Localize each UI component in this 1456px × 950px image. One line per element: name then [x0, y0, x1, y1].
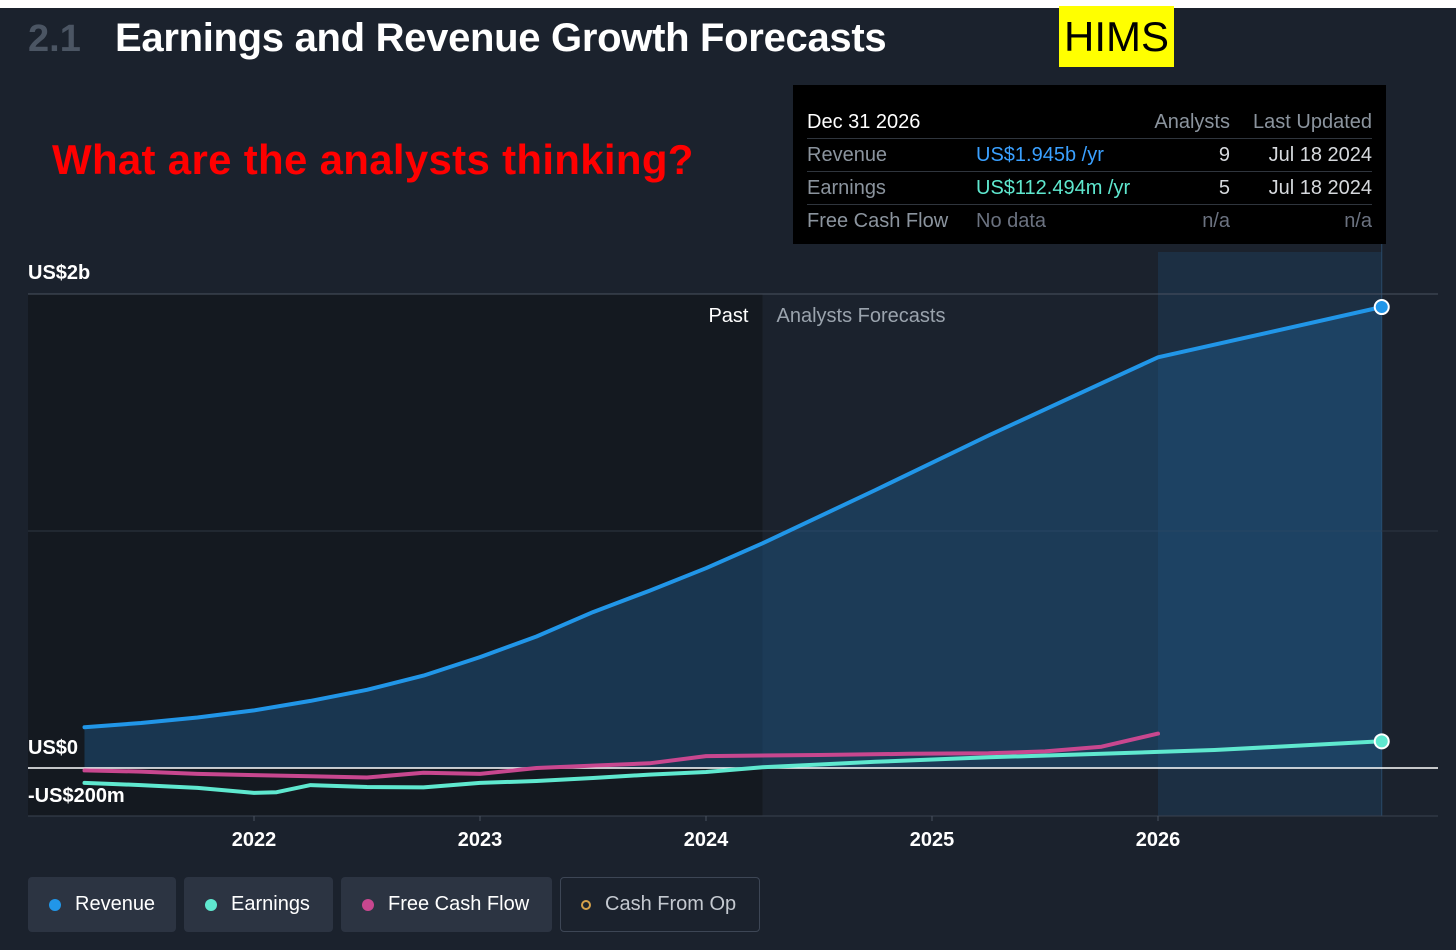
tooltip-row-updated: n/a — [1344, 210, 1372, 232]
tooltip-row-value: US$112.494m /yr — [976, 177, 1131, 199]
tooltip-row-label: Revenue — [807, 144, 888, 166]
tooltip-row-analysts: n/a — [1202, 210, 1230, 232]
tooltip-row-updated: Jul 18 2024 — [1268, 177, 1372, 199]
tooltip-row-value: US$1.945b /yr — [976, 144, 1104, 166]
free-cash-flow-dot-icon — [362, 898, 374, 911]
cash-from-op-ring-icon — [581, 899, 591, 910]
x-tick-label: 2024 — [684, 829, 729, 851]
y-tick-label: -US$200m — [28, 785, 125, 807]
x-tick-label: 2025 — [910, 829, 955, 851]
legend-free-cash-flow-toggle[interactable]: Free Cash Flow — [341, 877, 552, 932]
legend-earnings-label: Earnings — [231, 893, 310, 915]
hover-highlight-band — [1158, 252, 1382, 816]
tooltip-row-revenue: Revenue US$1.945b /yr 9 Jul 18 2024 — [807, 139, 1372, 172]
x-tick-label: 2022 — [232, 829, 277, 851]
forecast-tooltip: Dec 31 2026 Analysts Last Updated Revenu… — [793, 85, 1386, 244]
earnings-dot-icon — [205, 898, 217, 911]
section-title: Earnings and Revenue Growth Forecasts — [115, 16, 887, 60]
y-tick-label: US$2b — [28, 262, 90, 284]
legend-revenue-label: Revenue — [75, 893, 156, 915]
y-tick-label: US$0 — [28, 737, 78, 759]
x-tick-label: 2026 — [1136, 829, 1181, 851]
earnings-line — [82, 739, 1384, 795]
free-cash-flow-line — [82, 731, 1160, 780]
earnings-end-point — [1373, 733, 1390, 750]
legend-earnings-toggle[interactable]: Earnings — [184, 877, 333, 932]
tooltip-row-updated: Jul 18 2024 — [1268, 144, 1372, 166]
tooltip-row-label: Earnings — [807, 177, 886, 199]
tooltip-row-label: Free Cash Flow — [807, 210, 949, 232]
legend-revenue-toggle[interactable]: Revenue — [28, 877, 176, 932]
tooltip-row-value: No data — [976, 210, 1047, 232]
tooltip-row-free-cash-flow: Free Cash Flow No data n/a n/a — [807, 205, 1372, 237]
revenue-dot-icon — [49, 898, 61, 911]
tooltip-col-analysts: Analysts — [1154, 111, 1230, 133]
tooltip-date: Dec 31 2026 — [807, 111, 921, 133]
annotation-question: What are the analysts thinking? — [52, 136, 694, 183]
past-region — [28, 294, 763, 816]
legend-cash-from-op-toggle[interactable]: Cash From Op — [560, 877, 760, 932]
revenue-end-point — [1373, 299, 1390, 316]
tooltip-row-earnings: Earnings US$112.494m /yr 5 Jul 18 2024 — [807, 172, 1372, 205]
legend-free-cash-flow-label: Free Cash Flow — [388, 893, 530, 915]
x-tick-label: 2023 — [458, 829, 503, 851]
section-number: 2.1 — [28, 18, 81, 60]
legend-cash-from-op-label: Cash From Op — [605, 893, 737, 915]
revenue-area — [84, 307, 1382, 768]
tooltip-header-row: Dec 31 2026 Analysts Last Updated — [807, 106, 1372, 139]
ticker-highlight: HIMS — [1059, 6, 1174, 67]
forecast-label: Analysts Forecasts — [777, 305, 946, 327]
tooltip-row-analysts: 5 — [1218, 177, 1230, 199]
tooltip-row-analysts: 9 — [1218, 144, 1230, 166]
tooltip-col-updated: Last Updated — [1253, 111, 1372, 133]
revenue-line — [82, 305, 1384, 730]
past-label: Past — [708, 305, 748, 327]
